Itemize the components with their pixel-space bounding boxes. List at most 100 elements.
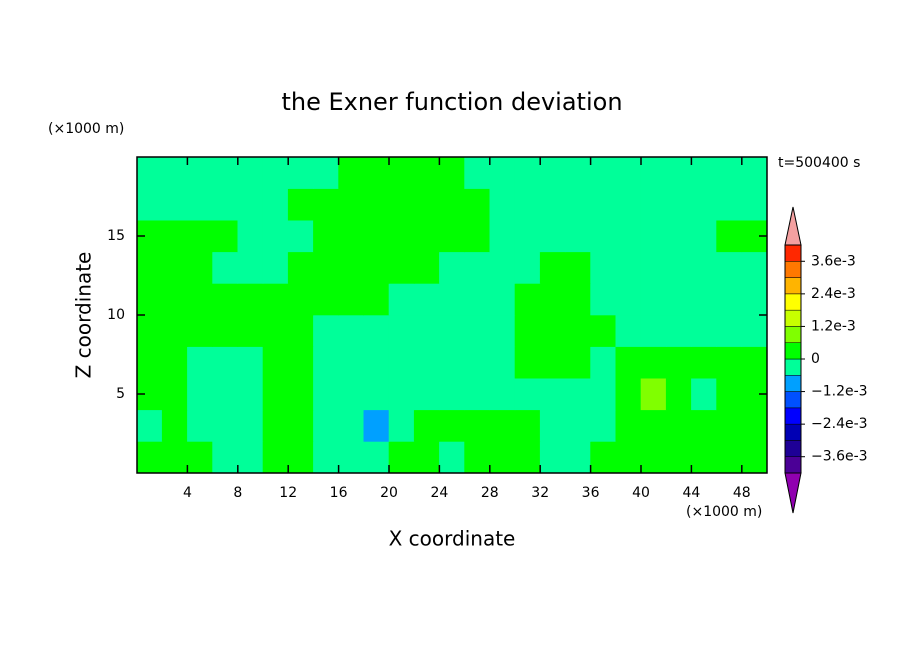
colorbar-band xyxy=(784,261,802,278)
cell xyxy=(287,314,314,347)
cell xyxy=(161,441,188,474)
cell xyxy=(237,314,264,347)
cell xyxy=(539,219,566,253)
cell xyxy=(665,188,692,221)
cell xyxy=(439,251,465,284)
cell xyxy=(187,283,213,316)
cell xyxy=(136,188,163,221)
cell xyxy=(338,283,365,316)
cell xyxy=(590,156,617,189)
cell xyxy=(313,188,339,221)
cell xyxy=(565,283,591,316)
cell xyxy=(539,346,566,379)
cell xyxy=(388,156,415,189)
x-tick-label: 20 xyxy=(380,485,398,501)
cell xyxy=(363,219,390,253)
cell xyxy=(212,283,239,316)
cell xyxy=(640,251,667,284)
cell xyxy=(640,409,667,442)
cell xyxy=(691,188,717,221)
cell xyxy=(439,219,465,253)
colorbar-band xyxy=(784,293,802,311)
x-tick-label: 48 xyxy=(733,485,751,501)
cell xyxy=(590,251,617,284)
cell xyxy=(161,346,188,379)
cell xyxy=(388,377,415,411)
cell xyxy=(313,346,339,379)
cell xyxy=(413,156,440,189)
cell xyxy=(665,283,692,316)
colorbar-over xyxy=(784,206,802,246)
cell xyxy=(741,251,768,284)
cell xyxy=(439,377,465,411)
cell xyxy=(136,314,163,347)
cell xyxy=(187,251,213,284)
cell xyxy=(413,441,440,474)
cell xyxy=(439,188,465,221)
colorbar-band xyxy=(784,375,802,392)
cell xyxy=(388,219,415,253)
cell xyxy=(464,283,491,316)
cell xyxy=(313,251,339,284)
cell xyxy=(136,409,163,442)
colorbar-tick-label: 0 xyxy=(811,351,820,367)
y-unit: (×1000 m) xyxy=(48,121,124,137)
cell xyxy=(413,377,440,411)
cell xyxy=(187,314,213,347)
cell xyxy=(565,188,591,221)
cell xyxy=(489,188,516,221)
cell xyxy=(590,441,617,474)
cell xyxy=(590,188,617,221)
cell xyxy=(691,409,717,442)
colorbar-tick-label: −2.4e-3 xyxy=(811,416,868,432)
cell xyxy=(514,156,541,189)
x-tick-label: 40 xyxy=(632,485,650,501)
cell xyxy=(237,156,264,189)
cell xyxy=(565,219,591,253)
cell xyxy=(489,377,516,411)
cell xyxy=(716,377,743,411)
cell xyxy=(262,377,289,411)
cell xyxy=(565,156,591,189)
x-axis-label: X coordinate xyxy=(389,527,516,551)
y-axis-label: Z coordinate xyxy=(72,252,96,379)
cell xyxy=(262,441,289,474)
cell xyxy=(514,251,541,284)
colorbar-tick-label: −1.2e-3 xyxy=(811,384,868,400)
cell xyxy=(464,156,491,189)
cell xyxy=(237,219,264,253)
colorbar-tick-label: 1.2e-3 xyxy=(811,318,856,334)
cell xyxy=(464,441,491,474)
cell xyxy=(338,314,365,347)
cell xyxy=(413,346,440,379)
cell xyxy=(237,283,264,316)
cell xyxy=(287,219,314,253)
cell xyxy=(741,188,768,221)
cell xyxy=(237,441,264,474)
y-tick-label: 15 xyxy=(107,228,125,244)
cell xyxy=(565,314,591,347)
cell xyxy=(640,314,667,347)
cell xyxy=(161,409,188,442)
colorbar-band xyxy=(784,391,802,409)
cell xyxy=(161,377,188,411)
cell xyxy=(313,156,339,189)
cell xyxy=(590,346,617,379)
cell xyxy=(136,346,163,379)
cell xyxy=(716,156,743,189)
colorbar-band xyxy=(784,440,802,457)
cell xyxy=(691,314,717,347)
cell xyxy=(514,441,541,474)
cell xyxy=(262,283,289,316)
cell xyxy=(615,377,642,411)
cell xyxy=(161,314,188,347)
cell xyxy=(615,314,642,347)
cell xyxy=(363,251,390,284)
cell xyxy=(615,441,642,474)
cell xyxy=(640,283,667,316)
colorbar-band xyxy=(784,407,802,425)
y-tick-label: 10 xyxy=(107,307,125,323)
cell xyxy=(565,377,591,411)
cell xyxy=(388,251,415,284)
cell xyxy=(464,188,491,221)
